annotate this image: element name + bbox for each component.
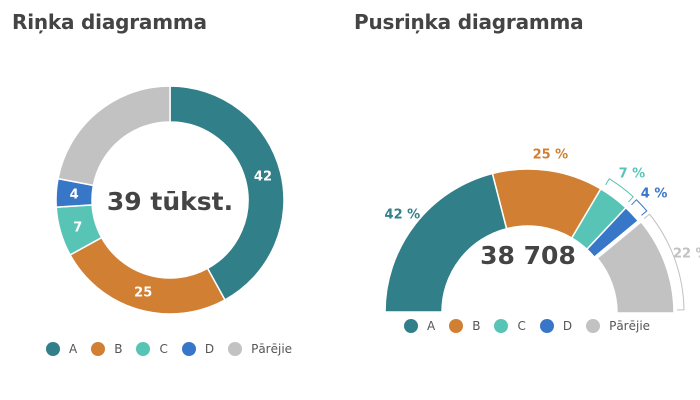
- donut-legend-item-d[interactable]: D: [181, 342, 215, 356]
- legend-label: B: [114, 342, 123, 356]
- semi-donut-legend-item-c[interactable]: C: [494, 319, 526, 333]
- legend-swatch-icon: [181, 342, 196, 356]
- donut-center-label: 39 tūkst.: [107, 187, 233, 216]
- donut-legend: A B C D Pārējie: [46, 342, 292, 356]
- legend-label: D: [562, 319, 573, 333]
- legend-swatch-icon: [136, 342, 151, 356]
- legend-swatch-icon: [404, 319, 418, 333]
- semi-donut-slice-parejie: [596, 220, 675, 314]
- semi-donut-legend-item-b[interactable]: B: [449, 319, 480, 333]
- legend-label: Pārējie: [251, 342, 293, 356]
- donut-legend-item-b[interactable]: B: [91, 342, 122, 356]
- donut-data-label-d: 4: [70, 187, 79, 202]
- semi-donut-center-label: 38 708: [480, 241, 576, 270]
- semi-donut-connector-c: [605, 178, 634, 203]
- semi-donut-chart-title: Pusriņka diagramma: [354, 10, 584, 34]
- semi-donut-data-label-b: 25 %: [533, 148, 569, 163]
- legend-swatch-icon: [449, 319, 464, 333]
- semi-donut-data-label-parejie: 22 %: [673, 246, 700, 261]
- donut-data-label-b: 25: [134, 286, 152, 301]
- semi-donut-data-label-d: 4 %: [641, 187, 668, 202]
- legend-swatch-icon: [46, 342, 60, 356]
- donut-legend-item-c[interactable]: C: [136, 342, 168, 356]
- legend-swatch-icon: [494, 319, 509, 333]
- legend-swatch-icon: [586, 319, 601, 333]
- donut-data-label-a: 42: [254, 170, 272, 185]
- donut-chart: 42 25 7 4 39 tūkst.: [55, 85, 285, 315]
- legend-label: C: [159, 342, 168, 356]
- semi-donut-connector-d: [631, 199, 648, 216]
- semi-donut-data-label-c: 7 %: [619, 167, 646, 182]
- legend-label: A: [427, 319, 436, 333]
- donut-chart-title: Riņka diagramma: [12, 10, 207, 34]
- legend-swatch-icon: [91, 342, 106, 356]
- donut-slice-parejie: [57, 85, 171, 187]
- semi-donut-slice-d: [585, 206, 640, 259]
- legend-label: C: [517, 319, 526, 333]
- semi-donut-chart: 42 % 25 % 7 % 4 % 22 % 38 708: [384, 148, 700, 314]
- legend-label: B: [472, 319, 481, 333]
- semi-donut-data-label-a: 42 %: [385, 208, 421, 223]
- semi-donut-legend: A B C D Pārējie: [404, 319, 650, 333]
- legend-swatch-icon: [228, 342, 243, 356]
- semi-donut-legend-item-parejie[interactable]: Pārējie: [586, 319, 650, 333]
- legend-label: A: [69, 342, 78, 356]
- donut-legend-item-parejie[interactable]: Pārējie: [228, 342, 292, 356]
- donut-slice-a: [169, 85, 285, 301]
- donut-legend-item-a[interactable]: A: [46, 342, 77, 356]
- semi-donut-connector-parejie: [643, 213, 685, 311]
- legend-label: D: [204, 342, 215, 356]
- semi-donut-legend-item-a[interactable]: A: [404, 319, 435, 333]
- legend-label: Pārējie: [609, 319, 651, 333]
- donut-data-label-c: 7: [73, 220, 82, 235]
- legend-swatch-icon: [539, 319, 554, 333]
- donut-slice-b: [69, 236, 226, 315]
- semi-donut-legend-item-d[interactable]: D: [539, 319, 573, 333]
